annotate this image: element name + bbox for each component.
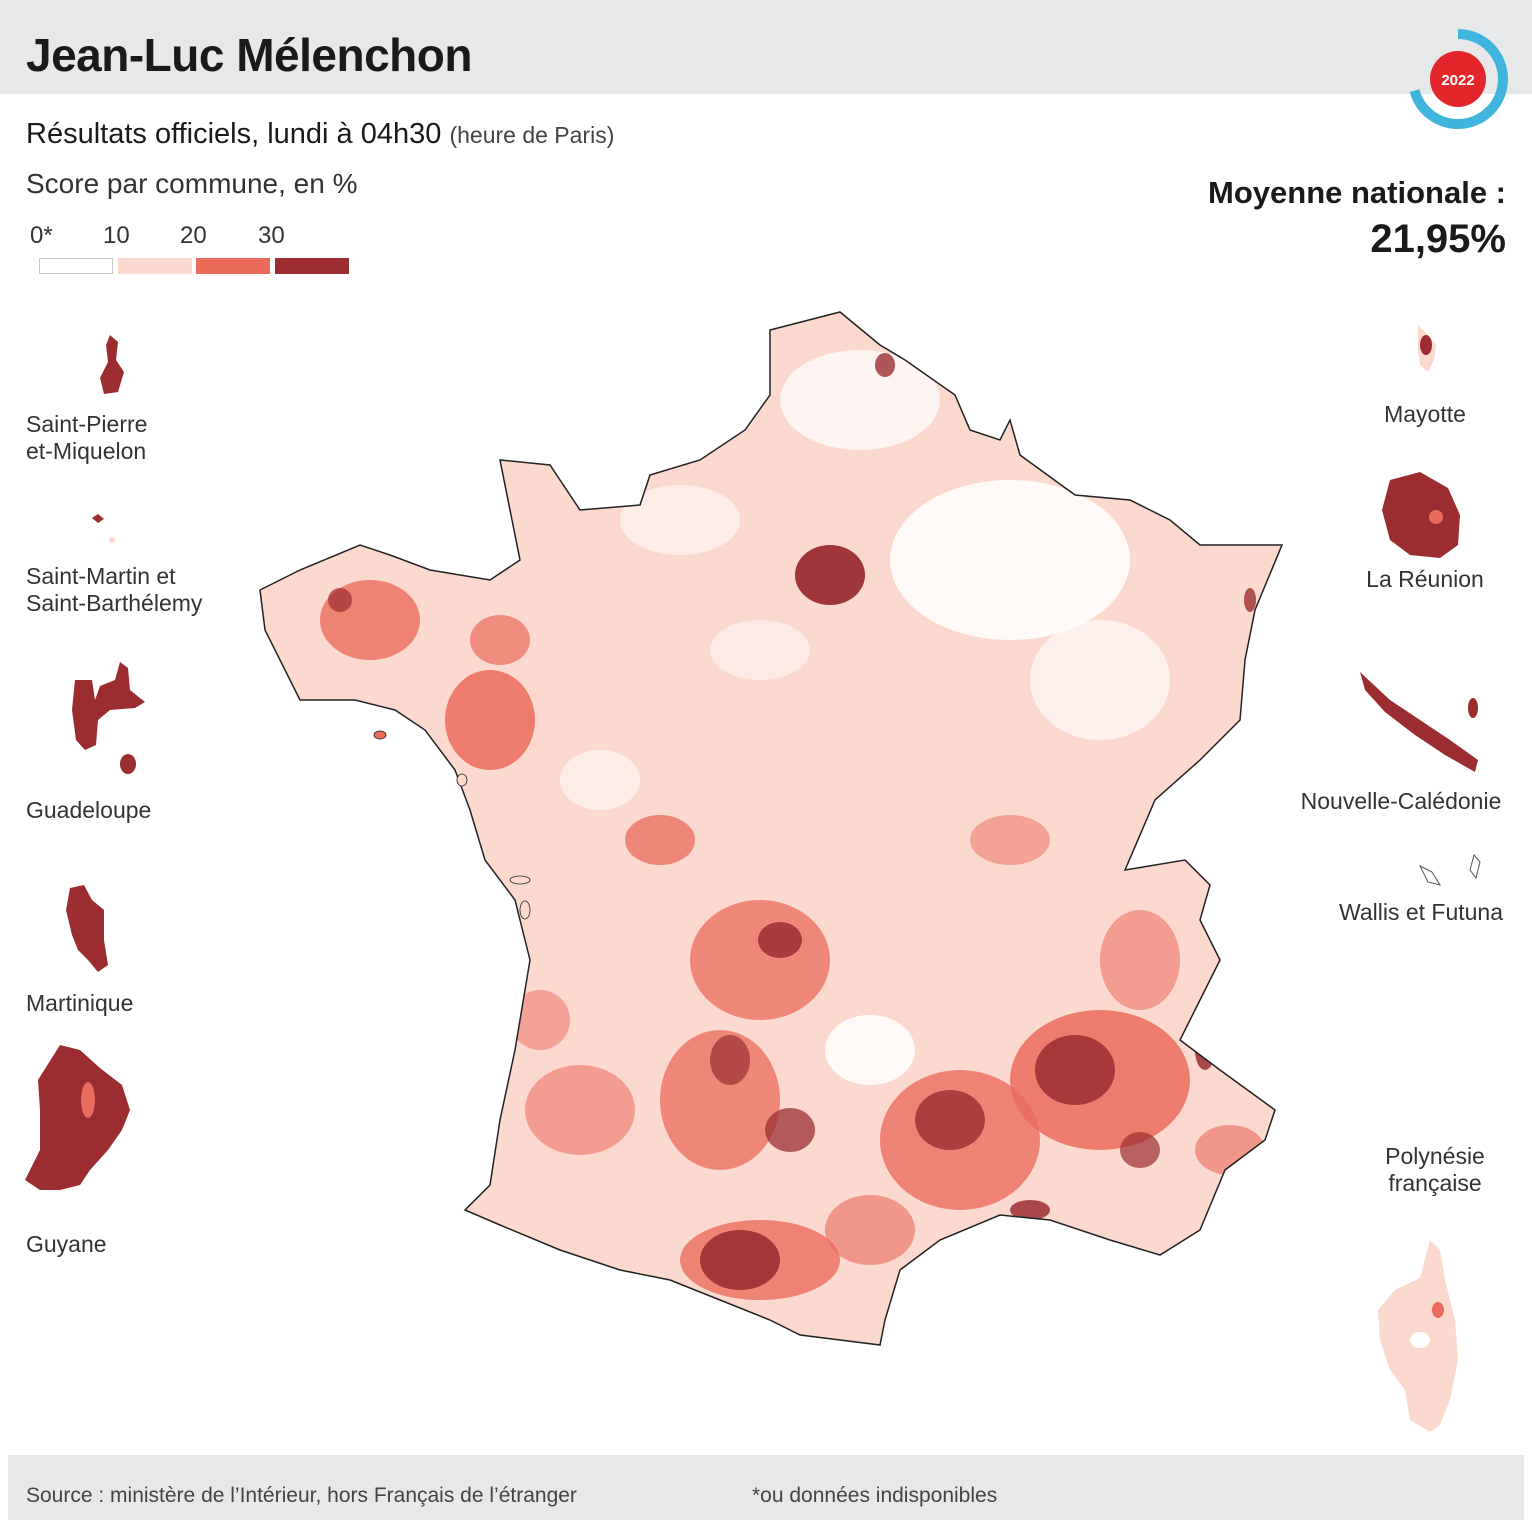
footer-band bbox=[8, 1455, 1524, 1520]
marie-galante-shape bbox=[120, 754, 136, 774]
france-outline bbox=[259, 311, 1284, 1346]
label-guadeloupe: Guadeloupe bbox=[26, 797, 152, 823]
saint-barthelemy-shape bbox=[109, 537, 115, 543]
page-title: Jean-Luc Mélenchon bbox=[26, 29, 472, 81]
unit-label: Score par commune, en % bbox=[26, 168, 358, 199]
subtitle-main: Résultats officiels, lundi à 04h30 bbox=[26, 118, 442, 150]
label-saint-pierre-et-miquelon: Saint-Pierre et-Miquelon bbox=[26, 411, 148, 464]
mayotte-dark-zone bbox=[1420, 335, 1432, 355]
la-reunion-shape bbox=[1382, 472, 1460, 558]
legend-tick-30: 30 bbox=[258, 222, 285, 249]
corse-white-zone bbox=[1410, 1332, 1430, 1348]
badge-year: 2022 bbox=[1441, 72, 1474, 89]
legend-tick-10: 10 bbox=[103, 222, 130, 249]
guadeloupe-shape bbox=[72, 662, 145, 750]
guyane-shape bbox=[25, 1045, 130, 1190]
subtitle-note: (heure de Paris) bbox=[449, 122, 615, 148]
saint-martin-shape bbox=[92, 514, 104, 523]
legend-tick-20: 20 bbox=[180, 222, 207, 249]
national-average-value: 21,95% bbox=[1370, 217, 1506, 261]
label-saint-martin-saint-barthelemy: Saint-Martin et Saint-Barthélemy bbox=[26, 563, 203, 616]
futuna-shape bbox=[1469, 853, 1481, 880]
election-2022-badge: 2022 bbox=[1408, 29, 1508, 129]
header-band bbox=[0, 0, 1532, 94]
loyalty-islands-shape bbox=[1468, 698, 1478, 718]
legend-swatch-0-10 bbox=[39, 258, 113, 274]
label-guyane: Guyane bbox=[26, 1231, 107, 1257]
saint-pierre-et-miquelon-shape bbox=[100, 335, 124, 394]
guyane-inner-zone bbox=[81, 1082, 95, 1118]
legend-swatch-30-plus bbox=[275, 258, 349, 274]
national-average-label: Moyenne nationale : bbox=[1208, 175, 1506, 210]
noirmoutier-island bbox=[456, 773, 468, 787]
oleron-island bbox=[519, 900, 531, 920]
la-reunion-inner-zone bbox=[1429, 510, 1443, 524]
corse-mid-zone bbox=[1432, 1302, 1444, 1318]
label-la-reunion: La Réunion bbox=[1366, 566, 1484, 592]
belle-ile-island bbox=[373, 730, 387, 740]
label-nouvelle-caledonie: Nouvelle-Calédonie bbox=[1300, 788, 1502, 814]
legend-swatch-20-30 bbox=[196, 258, 270, 274]
label-wallis-et-futuna: Wallis et Futuna bbox=[1338, 899, 1504, 925]
label-polynesie-francaise: Polynésie française bbox=[1385, 1143, 1485, 1196]
nouvelle-caledonie-shape bbox=[1360, 672, 1478, 772]
subtitle: Résultats officiels, lundi à 04h30 (heur… bbox=[26, 118, 614, 151]
legend-tick-0: 0* bbox=[30, 222, 53, 249]
label-martinique: Martinique bbox=[26, 990, 134, 1016]
legend-swatch-10-20 bbox=[118, 258, 192, 274]
ile-de-re-island bbox=[509, 875, 531, 885]
footer-source: Source : ministère de l’Intérieur, hors … bbox=[26, 1484, 577, 1507]
wallis-shape bbox=[1418, 864, 1442, 886]
label-mayotte: Mayotte bbox=[1384, 401, 1466, 427]
martinique-shape bbox=[66, 885, 108, 972]
footer-note: *ou données indisponibles bbox=[752, 1484, 998, 1507]
